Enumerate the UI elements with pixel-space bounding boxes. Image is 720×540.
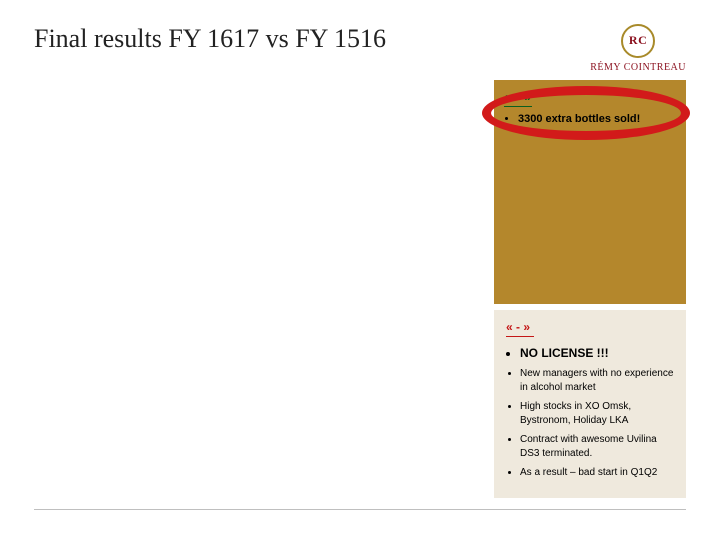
negatives-header: « - » xyxy=(506,320,676,336)
positives-header: « + » xyxy=(504,90,678,106)
list-item: Contract with awesome Uvilina DS3 termin… xyxy=(520,433,676,460)
list-item: New managers with no experience in alcoh… xyxy=(520,367,676,394)
brand-logo: RC RÉMY COINTREAU xyxy=(590,24,686,73)
slide: Final results FY 1617 vs FY 1516 RC RÉMY… xyxy=(0,0,720,540)
list-item: 3300 extra bottles sold! xyxy=(518,113,678,125)
list-item: NO LICENSE !!! xyxy=(520,345,676,361)
positives-panel: « + » 3300 extra bottles sold! xyxy=(494,80,686,304)
logo-monogram-icon: RC xyxy=(621,24,655,58)
logo-monogram-text: RC xyxy=(629,33,647,48)
list-item: As a result – bad start in Q1Q2 xyxy=(520,466,676,480)
list-item: High stocks in XO Omsk, Bystronom, Holid… xyxy=(520,400,676,427)
right-column: « + » 3300 extra bottles sold! « - » NO … xyxy=(494,80,686,498)
negatives-list: NO LICENSE !!! New managers with no expe… xyxy=(506,345,676,480)
negatives-panel: « - » NO LICENSE !!! New managers with n… xyxy=(494,310,686,498)
logo-brand-name: RÉMY COINTREAU xyxy=(590,62,686,73)
positives-list: 3300 extra bottles sold! xyxy=(504,113,678,125)
page-title: Final results FY 1617 vs FY 1516 xyxy=(34,24,386,54)
negatives-underline xyxy=(506,336,534,337)
footer-divider xyxy=(34,509,686,510)
positives-underline xyxy=(504,106,532,107)
